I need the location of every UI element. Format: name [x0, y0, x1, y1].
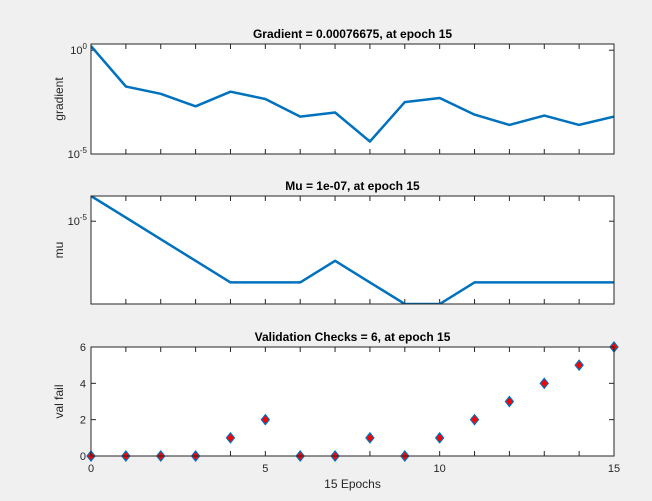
y-tick-label: 100	[70, 42, 87, 57]
y-tick-label: 0	[80, 451, 86, 463]
y-tick-label: 2	[80, 415, 86, 427]
chart-panel-1: 100 10-5 Gradient = 0.00076675, at epoch 1…	[52, 27, 615, 161]
chart-title: Gradient = 0.00076675, at epoch 15	[253, 27, 452, 41]
axes-background	[91, 44, 614, 154]
y-axis-label: mu	[52, 242, 66, 259]
data-point	[539, 377, 550, 390]
axes-background	[91, 347, 614, 456]
data-point	[434, 431, 445, 444]
axes-frame	[90, 346, 615, 457]
x-axis-label: 15 Epochs	[324, 477, 381, 491]
y-tick-label: 10-5	[68, 146, 88, 161]
y-tick-label: 10-5	[68, 213, 88, 228]
y-tick-label: 6	[80, 342, 86, 354]
axes-frame	[90, 43, 615, 155]
chart-panel-3: 0 2 4 6 0 5 10 15 Validation Checks = 6, at epoc…	[52, 330, 620, 491]
data-point	[469, 413, 480, 426]
series-line	[91, 196, 614, 304]
chart-title: Validation Checks = 6, at epoch 15	[255, 330, 451, 344]
data-point	[225, 431, 236, 444]
data-point	[365, 431, 375, 444]
x-tick-label: 0	[88, 463, 94, 475]
chart-title: Mu = 1e-07, at epoch 15	[285, 179, 420, 193]
data-point	[574, 359, 584, 372]
x-tick-label: 5	[262, 463, 268, 475]
data-point	[504, 395, 515, 408]
data-point	[260, 413, 271, 426]
y-axis-label: val fail	[52, 384, 66, 418]
y-tick-label: 4	[80, 378, 86, 390]
axes-background	[91, 196, 614, 304]
y-axis-label: gradient	[52, 77, 66, 121]
x-tick-label: 15	[608, 463, 620, 475]
axes-frame	[90, 195, 615, 305]
chart-panel-2: 10-5 Mu = 1e-07, at epoch 15 mu	[52, 179, 615, 305]
series-line	[91, 45, 614, 143]
x-tick-label: 10	[434, 463, 446, 475]
